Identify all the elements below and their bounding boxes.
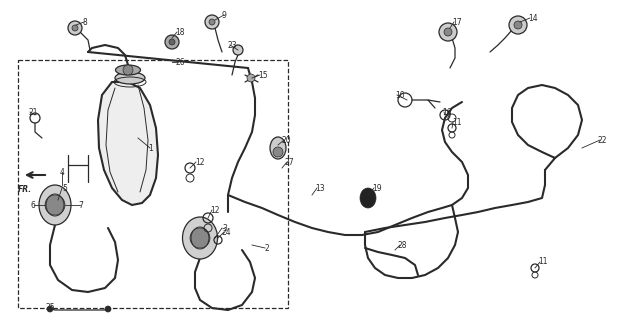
Circle shape — [72, 25, 78, 31]
Circle shape — [439, 23, 457, 41]
Circle shape — [123, 65, 133, 75]
Circle shape — [45, 195, 65, 215]
Circle shape — [190, 228, 210, 248]
Ellipse shape — [360, 188, 376, 208]
Text: 20: 20 — [282, 135, 292, 145]
Text: 6: 6 — [30, 201, 35, 210]
Ellipse shape — [270, 137, 286, 159]
Text: 3: 3 — [222, 223, 227, 233]
Text: 21: 21 — [28, 108, 37, 116]
Text: 4: 4 — [60, 167, 65, 177]
Text: 25: 25 — [45, 303, 55, 313]
Text: 5: 5 — [62, 183, 67, 193]
Text: 22: 22 — [598, 135, 607, 145]
Text: 23: 23 — [228, 41, 237, 50]
Text: 12: 12 — [210, 205, 219, 214]
Text: 7: 7 — [78, 201, 83, 210]
Text: 24: 24 — [222, 228, 232, 236]
Circle shape — [169, 39, 175, 45]
Text: 28: 28 — [398, 241, 407, 250]
Text: 14: 14 — [528, 13, 538, 22]
Polygon shape — [98, 82, 158, 205]
Text: 26: 26 — [175, 58, 184, 67]
Circle shape — [209, 19, 215, 25]
Ellipse shape — [39, 185, 71, 225]
Circle shape — [47, 306, 53, 312]
Circle shape — [509, 16, 527, 34]
Text: 16: 16 — [442, 108, 452, 116]
Circle shape — [233, 45, 243, 55]
Ellipse shape — [183, 217, 217, 259]
Text: 19: 19 — [372, 183, 382, 193]
Circle shape — [444, 28, 452, 36]
Text: 11: 11 — [538, 258, 548, 267]
Text: 11: 11 — [452, 117, 462, 126]
Text: 12: 12 — [195, 157, 204, 166]
Circle shape — [105, 306, 111, 312]
Circle shape — [165, 35, 179, 49]
Text: 8: 8 — [82, 18, 87, 27]
Circle shape — [68, 21, 82, 35]
Circle shape — [273, 147, 283, 157]
Ellipse shape — [115, 65, 141, 75]
Text: 27: 27 — [285, 157, 295, 166]
Text: 13: 13 — [315, 183, 325, 193]
Text: 2: 2 — [265, 244, 270, 252]
Circle shape — [514, 21, 522, 29]
Circle shape — [247, 74, 255, 82]
Text: 17: 17 — [452, 18, 462, 27]
Text: 18: 18 — [175, 28, 184, 36]
Text: 15: 15 — [258, 70, 268, 79]
Text: 9: 9 — [222, 11, 227, 20]
Text: 10: 10 — [395, 91, 404, 100]
Text: 1: 1 — [148, 143, 153, 153]
Text: FR.: FR. — [18, 185, 32, 194]
Circle shape — [205, 15, 219, 29]
Ellipse shape — [115, 72, 145, 84]
